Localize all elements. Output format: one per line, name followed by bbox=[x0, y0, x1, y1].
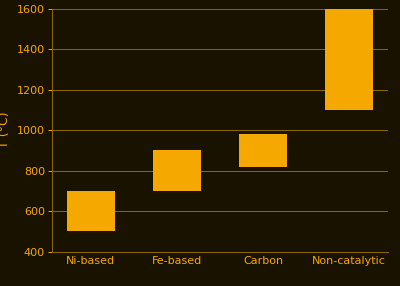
Bar bbox=[239, 134, 287, 166]
Y-axis label: T (°C): T (°C) bbox=[0, 112, 11, 148]
Bar bbox=[153, 150, 201, 191]
Bar bbox=[326, 9, 373, 110]
Bar bbox=[67, 191, 114, 231]
